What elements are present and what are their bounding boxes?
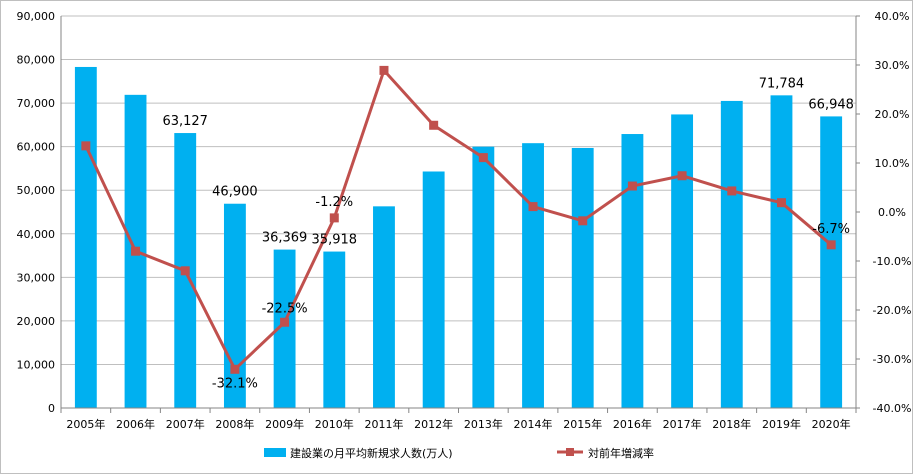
y-left-tick-label: 70,000: [17, 97, 56, 110]
rate-value-label: -32.1%: [212, 376, 258, 391]
legend-line-label: 対前年増減率: [588, 446, 654, 460]
x-tick-label: 2017年: [663, 417, 702, 431]
rate-marker: [528, 202, 538, 212]
legend: 建設業の月平均新規求人数(万人) 対前年増減率: [264, 446, 654, 460]
rate-marker: [776, 198, 786, 208]
rate-marker: [677, 171, 687, 181]
y-right-tick-label: 30.0%: [875, 59, 910, 72]
bar-value-label: 35,918: [312, 233, 358, 248]
rate-marker: [429, 120, 439, 130]
y-right-tick-label: 0.0%: [878, 206, 906, 219]
rate-marker: [627, 181, 637, 191]
rate-marker: [379, 65, 389, 75]
x-tick-label: 2020年: [812, 417, 851, 431]
x-tick-label: 2008年: [215, 417, 254, 431]
rate-value-label: -1.2%: [315, 195, 353, 210]
bar: [373, 206, 395, 408]
bar: [273, 249, 296, 408]
y-right-tick-label: 40.0%: [875, 10, 910, 23]
bar-value-label: 71,784: [759, 76, 805, 91]
y-left-tick-label: 0: [48, 402, 55, 415]
bar: [720, 100, 743, 408]
y-right-tick-label: 10.0%: [875, 157, 910, 170]
rate-marker: [578, 216, 588, 226]
y-left-tick-label: 60,000: [17, 141, 56, 154]
bar-value-label: 36,369: [262, 231, 308, 246]
y-left-tick-label: 30,000: [17, 271, 56, 284]
bar: [571, 147, 594, 408]
y-left-tick-label: 40,000: [17, 228, 56, 241]
x-tick-label: 2013年: [464, 417, 503, 431]
bar: [74, 66, 97, 409]
x-tick-label: 2005年: [66, 417, 105, 431]
line-series: [81, 65, 836, 374]
x-tick-label: 2006年: [116, 417, 155, 431]
legend-bar-label: 建設業の月平均新規求人数(万人): [290, 446, 453, 460]
x-tick-label: 2014年: [514, 417, 553, 431]
rate-marker: [826, 240, 836, 250]
x-tick-label: 2012年: [414, 417, 453, 431]
y-right-tick-label: -40.0%: [873, 402, 912, 415]
x-tick-label: 2019年: [762, 417, 801, 431]
x-tick-label: 2007年: [166, 417, 205, 431]
axes: 0 10,000 20,000 30,000 40,000 50,000 60,000 70,…: [17, 10, 912, 431]
rate-marker: [180, 266, 190, 276]
bar-value-label: 63,127: [162, 114, 208, 129]
bar: [621, 134, 644, 408]
x-tick-label: 2018年: [712, 417, 751, 431]
bar: [820, 116, 843, 408]
x-tick-label: 2011年: [364, 417, 403, 431]
rate-marker: [478, 153, 488, 163]
y-right-tick-label: -30.0%: [873, 353, 912, 366]
y-left-tick-label: 80,000: [17, 54, 56, 67]
bar: [770, 95, 793, 409]
bar: [472, 146, 495, 408]
rate-marker: [230, 364, 240, 374]
rate-value-label: -6.7%: [812, 222, 850, 237]
y-right-tick-label: -20.0%: [873, 304, 912, 317]
y-left-tick-label: 90,000: [17, 10, 56, 23]
legend-line-marker: [566, 448, 574, 456]
rate-line: [84, 68, 833, 371]
bar: [323, 251, 346, 408]
legend-bar-swatch: [264, 448, 286, 457]
rate-value-label: -22.5%: [262, 301, 308, 316]
rate-marker: [131, 246, 141, 256]
rate-marker: [727, 186, 737, 196]
y-left-tick-label: 20,000: [17, 315, 56, 328]
bar: [522, 143, 544, 408]
rate-marker: [329, 213, 339, 223]
y-right-tick-label: 20.0%: [875, 108, 910, 121]
y-left-tick-label: 50,000: [17, 184, 56, 197]
x-tick-label: 2010年: [315, 417, 354, 431]
bar-value-label: 66,948: [808, 97, 854, 112]
y-left-tick-label: 10,000: [17, 358, 56, 371]
x-tick-label: 2015年: [563, 417, 602, 431]
rate-marker: [280, 317, 290, 327]
bar: [422, 171, 445, 408]
bar: [671, 114, 694, 409]
rate-marker: [81, 141, 91, 151]
x-tick-label: 2016年: [613, 417, 652, 431]
bar-value-label: 46,900: [212, 185, 258, 200]
y-right-tick-label: -10.0%: [873, 255, 912, 268]
x-tick-label: 2009年: [265, 417, 304, 431]
